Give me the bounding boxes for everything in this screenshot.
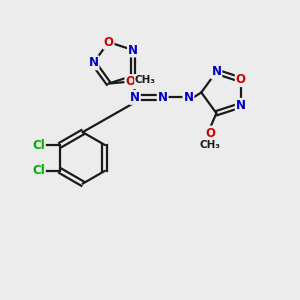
Text: N: N bbox=[236, 99, 246, 112]
Text: N: N bbox=[212, 65, 221, 78]
Text: O: O bbox=[236, 73, 246, 86]
Text: N: N bbox=[183, 91, 194, 104]
Text: O: O bbox=[206, 127, 215, 140]
Text: N: N bbox=[158, 91, 168, 104]
Text: Cl: Cl bbox=[32, 164, 45, 177]
Text: N: N bbox=[128, 44, 138, 56]
Text: CH₃: CH₃ bbox=[135, 75, 156, 85]
Text: CH₃: CH₃ bbox=[200, 140, 221, 150]
Text: Cl: Cl bbox=[32, 139, 45, 152]
Text: N: N bbox=[88, 56, 98, 69]
Text: O: O bbox=[103, 36, 114, 49]
Text: O: O bbox=[125, 75, 135, 88]
Text: N: N bbox=[130, 91, 140, 104]
